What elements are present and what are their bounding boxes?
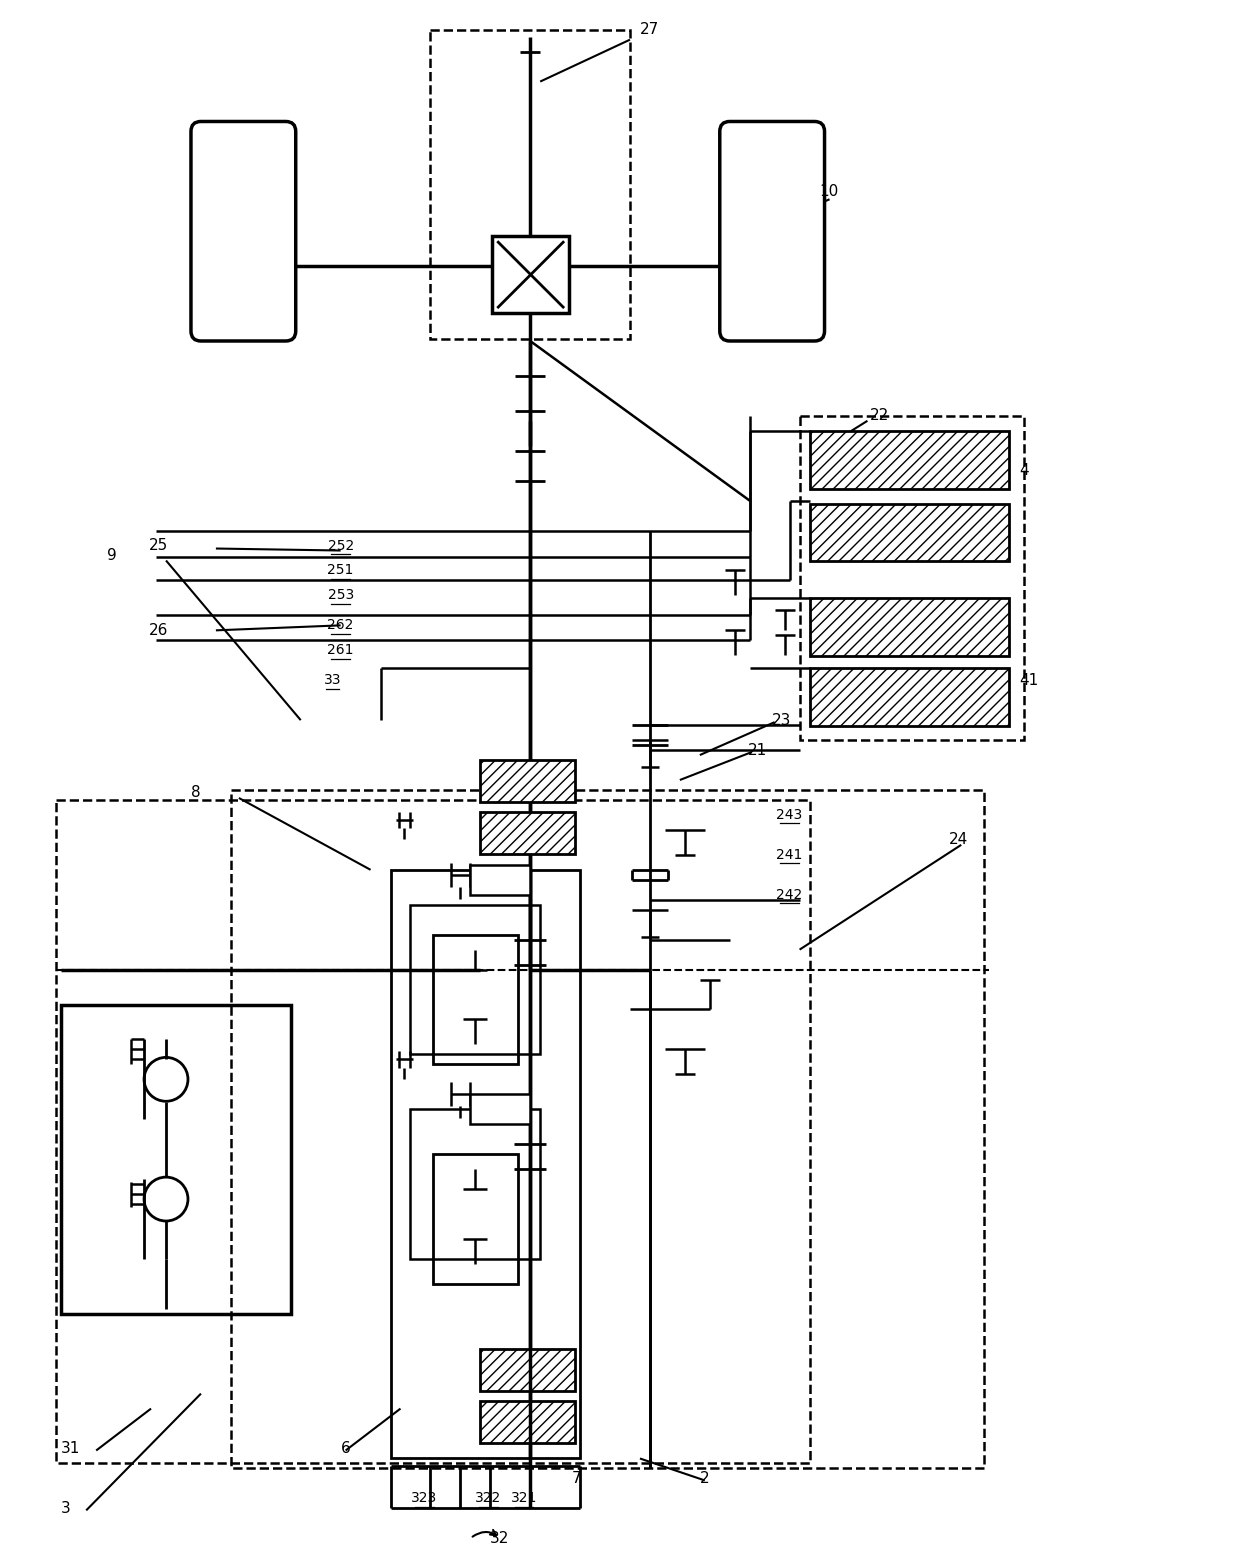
Text: 251: 251 xyxy=(327,564,353,578)
Text: 242: 242 xyxy=(776,888,802,902)
Text: 23: 23 xyxy=(771,713,791,728)
Text: 41: 41 xyxy=(1019,673,1038,687)
Bar xyxy=(810,431,1009,489)
Text: 3: 3 xyxy=(61,1500,71,1516)
Text: 261: 261 xyxy=(327,644,353,658)
Text: 24: 24 xyxy=(950,833,968,847)
Text: 243: 243 xyxy=(776,808,802,822)
Text: 253: 253 xyxy=(327,589,353,603)
Bar xyxy=(480,811,575,853)
Bar xyxy=(410,905,541,1054)
Bar xyxy=(61,1004,290,1314)
Text: 9: 9 xyxy=(107,548,117,564)
Bar xyxy=(492,236,569,313)
Text: 252: 252 xyxy=(327,539,353,553)
Text: 4: 4 xyxy=(1019,464,1029,478)
Bar xyxy=(470,1095,531,1124)
Bar xyxy=(434,1154,518,1284)
Bar xyxy=(434,935,518,1065)
FancyBboxPatch shape xyxy=(191,122,295,341)
Bar xyxy=(430,30,630,338)
Bar xyxy=(480,1400,575,1442)
Bar xyxy=(810,504,1009,562)
Text: 22: 22 xyxy=(869,409,889,423)
Text: 321: 321 xyxy=(511,1491,537,1505)
Bar xyxy=(470,864,531,894)
FancyBboxPatch shape xyxy=(719,122,825,341)
Bar xyxy=(810,669,1009,727)
Text: 26: 26 xyxy=(149,623,169,637)
Text: 27: 27 xyxy=(640,22,660,38)
Bar xyxy=(810,598,1009,656)
Bar xyxy=(800,417,1024,741)
Text: 32: 32 xyxy=(490,1532,510,1546)
Text: 2: 2 xyxy=(699,1470,709,1486)
Text: 322: 322 xyxy=(475,1491,501,1505)
Bar xyxy=(480,760,575,802)
Text: 323: 323 xyxy=(412,1491,438,1505)
Bar xyxy=(410,1109,541,1259)
Bar xyxy=(56,800,810,1464)
Text: 31: 31 xyxy=(61,1441,81,1456)
Text: 21: 21 xyxy=(748,742,768,758)
Text: 8: 8 xyxy=(191,786,201,800)
Bar xyxy=(480,1348,575,1391)
Text: 241: 241 xyxy=(776,847,802,861)
Text: 6: 6 xyxy=(341,1441,351,1456)
Bar xyxy=(231,789,985,1469)
Text: 33: 33 xyxy=(324,673,341,687)
Text: 10: 10 xyxy=(820,183,838,199)
Text: 7: 7 xyxy=(572,1470,582,1486)
Bar xyxy=(391,869,580,1458)
Text: 262: 262 xyxy=(327,619,353,633)
Text: 25: 25 xyxy=(149,539,169,553)
